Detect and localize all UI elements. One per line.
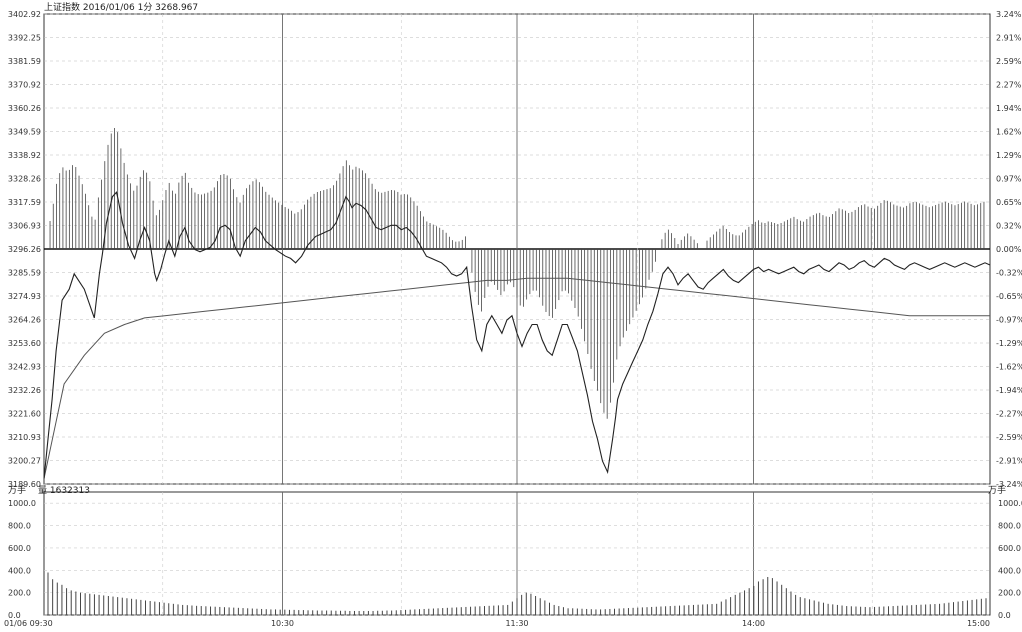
y-tick-right: -0.97% — [996, 316, 1022, 325]
y-tick-left: 3360.26 — [8, 104, 41, 113]
y-tick-right: 2.27% — [996, 81, 1022, 90]
y-tick-left: 3328.26 — [8, 175, 41, 184]
x-tick: 10:30 — [271, 619, 294, 628]
y-tick-left: 3253.60 — [8, 339, 41, 348]
y-tick-left: 3392.25 — [8, 34, 41, 43]
y-tick-left: 3189.60 — [8, 480, 41, 489]
volume-tick-left: 1000.0 — [8, 499, 36, 508]
x-tick: 14:00 — [742, 619, 765, 628]
volume-tick-right: 0.0 — [998, 611, 1011, 620]
tick-labels: 3402.92 3.24% 3392.25 2.91% 3381.59 2.59% 3370… — [4, 10, 1022, 628]
y-tick-right: 2.91% — [996, 34, 1022, 43]
chart-title: 上证指数 2016/01/06 1分 3268.967 — [44, 1, 198, 13]
y-tick-left: 3370.92 — [8, 81, 41, 90]
y-tick-right: 2.59% — [996, 57, 1022, 66]
y-tick-right: -2.27% — [996, 410, 1022, 419]
volume-unit-left: 万手 — [8, 484, 26, 496]
y-tick-right: -2.59% — [996, 433, 1022, 442]
y-tick-right: -0.32% — [996, 269, 1022, 278]
y-tick-left: 3306.93 — [8, 222, 41, 231]
y-tick-left: 3338.92 — [8, 151, 41, 160]
volume-bars — [47, 572, 987, 615]
y-tick-right: -3.24% — [996, 480, 1022, 489]
y-tick-left: 3232.26 — [8, 386, 41, 395]
y-tick-left: 3317.59 — [8, 198, 41, 207]
y-tick-left: 3264.26 — [8, 316, 41, 325]
volume-unit-right: 万手 — [988, 484, 1006, 496]
y-tick-left: 3296.26 — [8, 245, 41, 254]
y-tick-right: -1.62% — [996, 363, 1022, 372]
x-tick: 01/06 09:30 — [4, 619, 53, 628]
volume-tick-right: 600.0 — [998, 544, 1021, 553]
y-tick-right: 1.62% — [996, 128, 1022, 137]
y-tick-right: 1.94% — [996, 104, 1022, 113]
x-tick: 15:00 — [967, 619, 990, 628]
y-tick-right: 1.29% — [996, 151, 1022, 160]
y-tick-left: 3349.59 — [8, 128, 41, 137]
volume-tick-right: 200.0 — [998, 589, 1021, 598]
y-tick-right: 0.97% — [996, 175, 1022, 184]
x-tick: 11:30 — [505, 619, 528, 628]
y-tick-left: 3381.59 — [8, 57, 41, 66]
y-tick-right: 0.00% — [996, 245, 1022, 254]
volume-tick-right: 800.0 — [998, 522, 1021, 531]
volume-tick-left: 200.0 — [8, 589, 31, 598]
volume-tick-left: 400.0 — [8, 566, 31, 575]
volume-title: 量 1632313 — [38, 485, 90, 496]
volume-tick-left: 0.0 — [8, 611, 21, 620]
volume-tick-left: 800.0 — [8, 522, 31, 531]
y-tick-left: 3285.59 — [8, 269, 41, 278]
y-tick-right: -1.29% — [996, 339, 1022, 348]
y-tick-right: -0.65% — [996, 292, 1022, 301]
y-tick-right: -2.91% — [996, 457, 1022, 466]
y-tick-right: 0.32% — [996, 222, 1022, 231]
y-tick-right: -1.94% — [996, 386, 1022, 395]
y-tick-left: 3402.92 — [8, 10, 41, 19]
average-price-line — [43, 277, 990, 479]
volume-tick-right: 1000.0 — [998, 499, 1022, 508]
price-deviation-bars — [49, 128, 985, 419]
volume-tick-left: 600.0 — [8, 544, 31, 553]
y-tick-right: 0.65% — [996, 198, 1022, 207]
y-tick-right: 3.24% — [996, 10, 1022, 19]
y-tick-left: 3242.93 — [8, 363, 41, 372]
y-tick-left: 3274.93 — [8, 292, 41, 301]
price-line — [43, 191, 991, 479]
y-tick-left: 3200.27 — [8, 457, 41, 466]
volume-tick-right: 400.0 — [998, 566, 1021, 575]
y-tick-left: 3210.93 — [8, 433, 41, 442]
y-tick-left: 3221.60 — [8, 410, 41, 419]
